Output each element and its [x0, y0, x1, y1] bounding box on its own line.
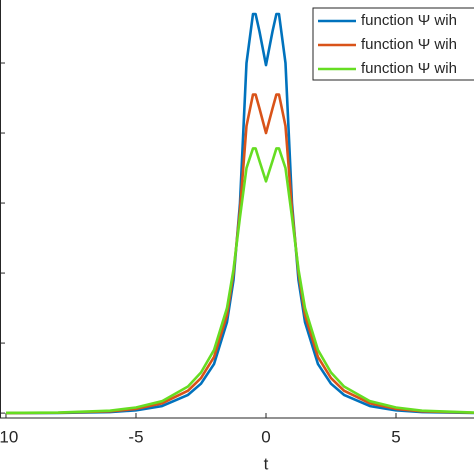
- legend-label: function Ψ wih: [361, 60, 457, 77]
- x-tick-label: -5: [128, 427, 143, 446]
- legend-label: function Ψ wih: [361, 12, 457, 29]
- line-series: [5, 93, 474, 415]
- x-tick-label: 0: [261, 427, 270, 446]
- x-tick-label: 5: [391, 427, 400, 446]
- x-axis-label: t: [264, 454, 269, 473]
- x-tick-label: -10: [0, 427, 18, 446]
- legend: function Ψ wih function Ψ wih function Ψ w…: [312, 7, 474, 81]
- line-series: [5, 147, 474, 415]
- line-series: [5, 12, 474, 415]
- legend-label: function Ψ wih: [361, 36, 457, 53]
